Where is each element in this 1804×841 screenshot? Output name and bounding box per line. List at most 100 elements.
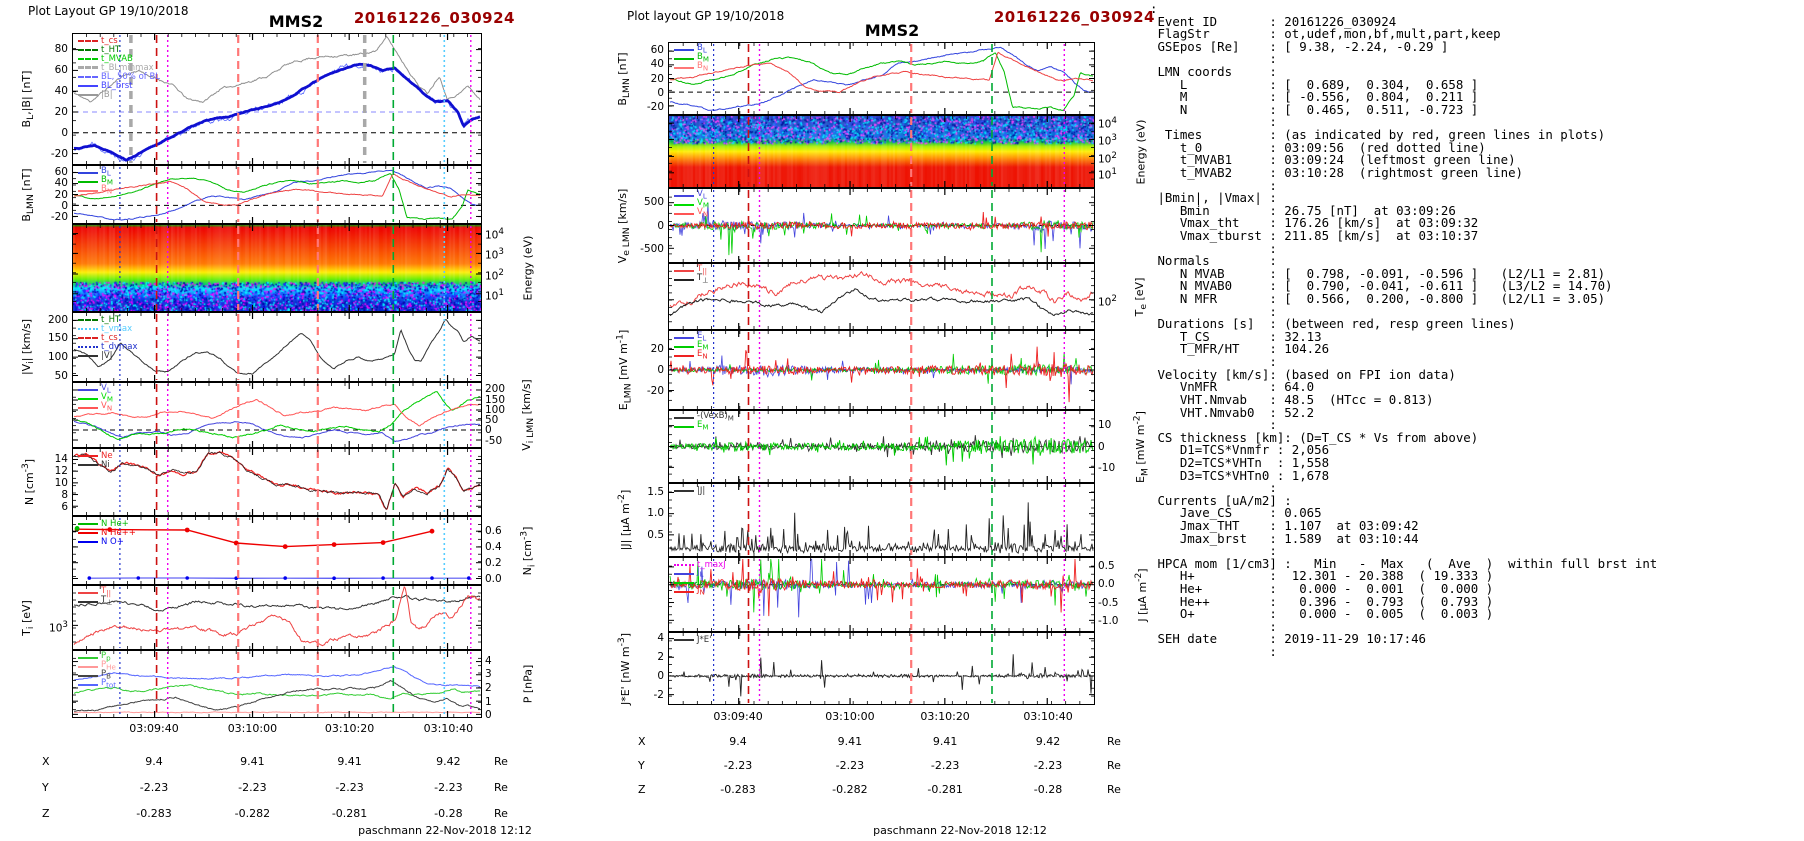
legend-label: BN — [697, 61, 709, 73]
legend-swatch — [674, 416, 694, 419]
ephemeris-row-label: Z — [638, 783, 646, 796]
legend-label: -(VexB)M — [697, 411, 734, 423]
legend-swatch — [674, 336, 694, 339]
y-tick-label: 60 — [54, 165, 68, 178]
legend: VL VM VN — [78, 383, 113, 412]
y-tick-label: 1.0 — [647, 507, 664, 520]
y-tick-label: 0 — [657, 219, 664, 232]
legend-swatch — [674, 489, 694, 492]
ephemeris-value: -2.23 — [434, 781, 463, 794]
ephemeris-unit: Re — [494, 781, 508, 794]
series-BL — [73, 62, 481, 162]
legend-label: t_cs — [101, 332, 118, 343]
panel-ion-spectrogram — [72, 224, 482, 312]
y-axis-label: BL,|B| [nT] — [19, 70, 37, 128]
right-tick-label: 102 — [1098, 293, 1117, 309]
info-line: : — [1150, 114, 1277, 130]
right-axis-label: Energy (eV) — [521, 235, 535, 301]
legend-item: BM — [78, 176, 113, 186]
legend-item: Pp — [78, 652, 116, 662]
legend-swatch — [78, 93, 98, 96]
x-tick-label: 03:10:40 — [1023, 710, 1073, 723]
right-tick-label: 0 — [485, 424, 492, 437]
ephemeris-value: -2.23 — [930, 759, 960, 772]
legend-item: BL_brst — [78, 81, 160, 90]
info-line: VnMFR : 64.0 — [1150, 379, 1315, 395]
series-V_M — [73, 391, 481, 441]
legend-swatch — [78, 540, 98, 543]
series-N He++ — [77, 528, 433, 548]
legend-label: VL — [101, 383, 111, 395]
layout-label-left: Plot Layout GP 19/10/2018 — [28, 4, 189, 18]
right-tick-label: 1 — [485, 695, 492, 708]
series-T_par — [73, 586, 480, 647]
legend-swatch — [78, 397, 98, 400]
right-tick-label: 0.6 — [485, 524, 502, 537]
y-tick-label: 100 — [47, 351, 68, 364]
legend-item: BL — [674, 44, 709, 54]
ephemeris-row-label: X — [42, 755, 50, 768]
right-tick-label: -0.5 — [1098, 596, 1119, 609]
series-point-N O+ — [136, 576, 141, 580]
legend-label: N He+ — [101, 518, 129, 529]
y-tick-label: -20 — [646, 385, 664, 398]
y-tick-label: 150 — [47, 332, 68, 345]
legend-label: t_cs — [101, 35, 118, 46]
legend-label: EM — [697, 340, 709, 352]
series-Ni — [73, 451, 481, 511]
y-tick-label: 40 — [54, 177, 68, 190]
panel-b-lmn — [72, 165, 482, 224]
y-tick-label: 20 — [54, 106, 68, 119]
legend-swatch — [78, 591, 98, 594]
info-line: He+ : 0.000 - 0.001 ( 0.000 ) — [1150, 581, 1494, 597]
right-axis-label: P [nPa] — [521, 664, 535, 704]
series-point-N He++ — [184, 527, 190, 533]
series-point-N O+ — [430, 576, 434, 580]
info-line: M : [ -0.556, 0.804, 0.211 ] — [1150, 89, 1479, 105]
x-tick-label: 03:09:40 — [129, 722, 179, 735]
panel-density — [72, 448, 482, 516]
plot-pressure — [73, 651, 481, 717]
footer-left: paschmann 22-Nov-2018 12:12 — [358, 824, 532, 837]
series-point-N He++ — [380, 540, 386, 545]
info-line: VHT.Nmvab0 : 52.2 — [1150, 404, 1315, 420]
panel-e-spectrogram — [668, 115, 1095, 188]
legend-item: VN — [674, 208, 709, 218]
right-tick-label: -1.0 — [1098, 615, 1119, 628]
legend-item: t_vmax — [78, 324, 138, 333]
series-P_B — [74, 679, 480, 712]
legend-item: -(VexB)M — [674, 411, 734, 423]
series-point-N O+ — [283, 576, 287, 580]
series-V_M — [669, 213, 1094, 256]
series-B_N — [669, 51, 1094, 94]
plot-ti — [73, 586, 481, 649]
ephemeris-value: -2.23 — [835, 759, 865, 772]
y-tick-label: 20 — [650, 72, 664, 85]
series-Ne — [73, 450, 481, 510]
legend-label: J*E' — [697, 634, 712, 645]
legend: EL EM EN — [674, 332, 709, 360]
right-tick-label: 0.0 — [485, 573, 502, 586]
legend-label: JL — [697, 567, 704, 579]
y-tick-label: 40 — [650, 58, 664, 71]
legend: t_cs t_HT t_MVAB t_BLminmax BL, 50% of BL BL_… — [78, 36, 160, 99]
x-tick-label: 03:09:40 — [713, 710, 763, 723]
y-tick-label: 50 — [54, 370, 68, 383]
legend-swatch — [78, 665, 98, 668]
right-tick-label: 3 — [485, 668, 492, 681]
right-tick-label: 200 — [485, 383, 506, 396]
y-tick-label: 2 — [657, 650, 664, 663]
info-line: : — [1150, 354, 1277, 370]
legend-label: VL — [697, 189, 707, 201]
legend-item: t_HT — [78, 315, 138, 324]
info-line: : — [1150, 240, 1277, 256]
legend-item: VL — [78, 383, 113, 395]
footer-middle: paschmann 22-Nov-2018 12:12 — [873, 824, 1047, 837]
info-line: D1=TCS*Vnmfr : 2,056 — [1150, 442, 1330, 458]
legend-swatch — [78, 522, 98, 525]
info-line: N MFR : [ 0.566, 0.200, -0.800 ] (L2/L1 … — [1150, 291, 1606, 307]
ephemeris-row-label: Y — [638, 759, 645, 772]
plot-jdote — [669, 633, 1094, 704]
y-tick-label: 6 — [61, 500, 68, 513]
legend-swatch — [674, 572, 694, 575]
